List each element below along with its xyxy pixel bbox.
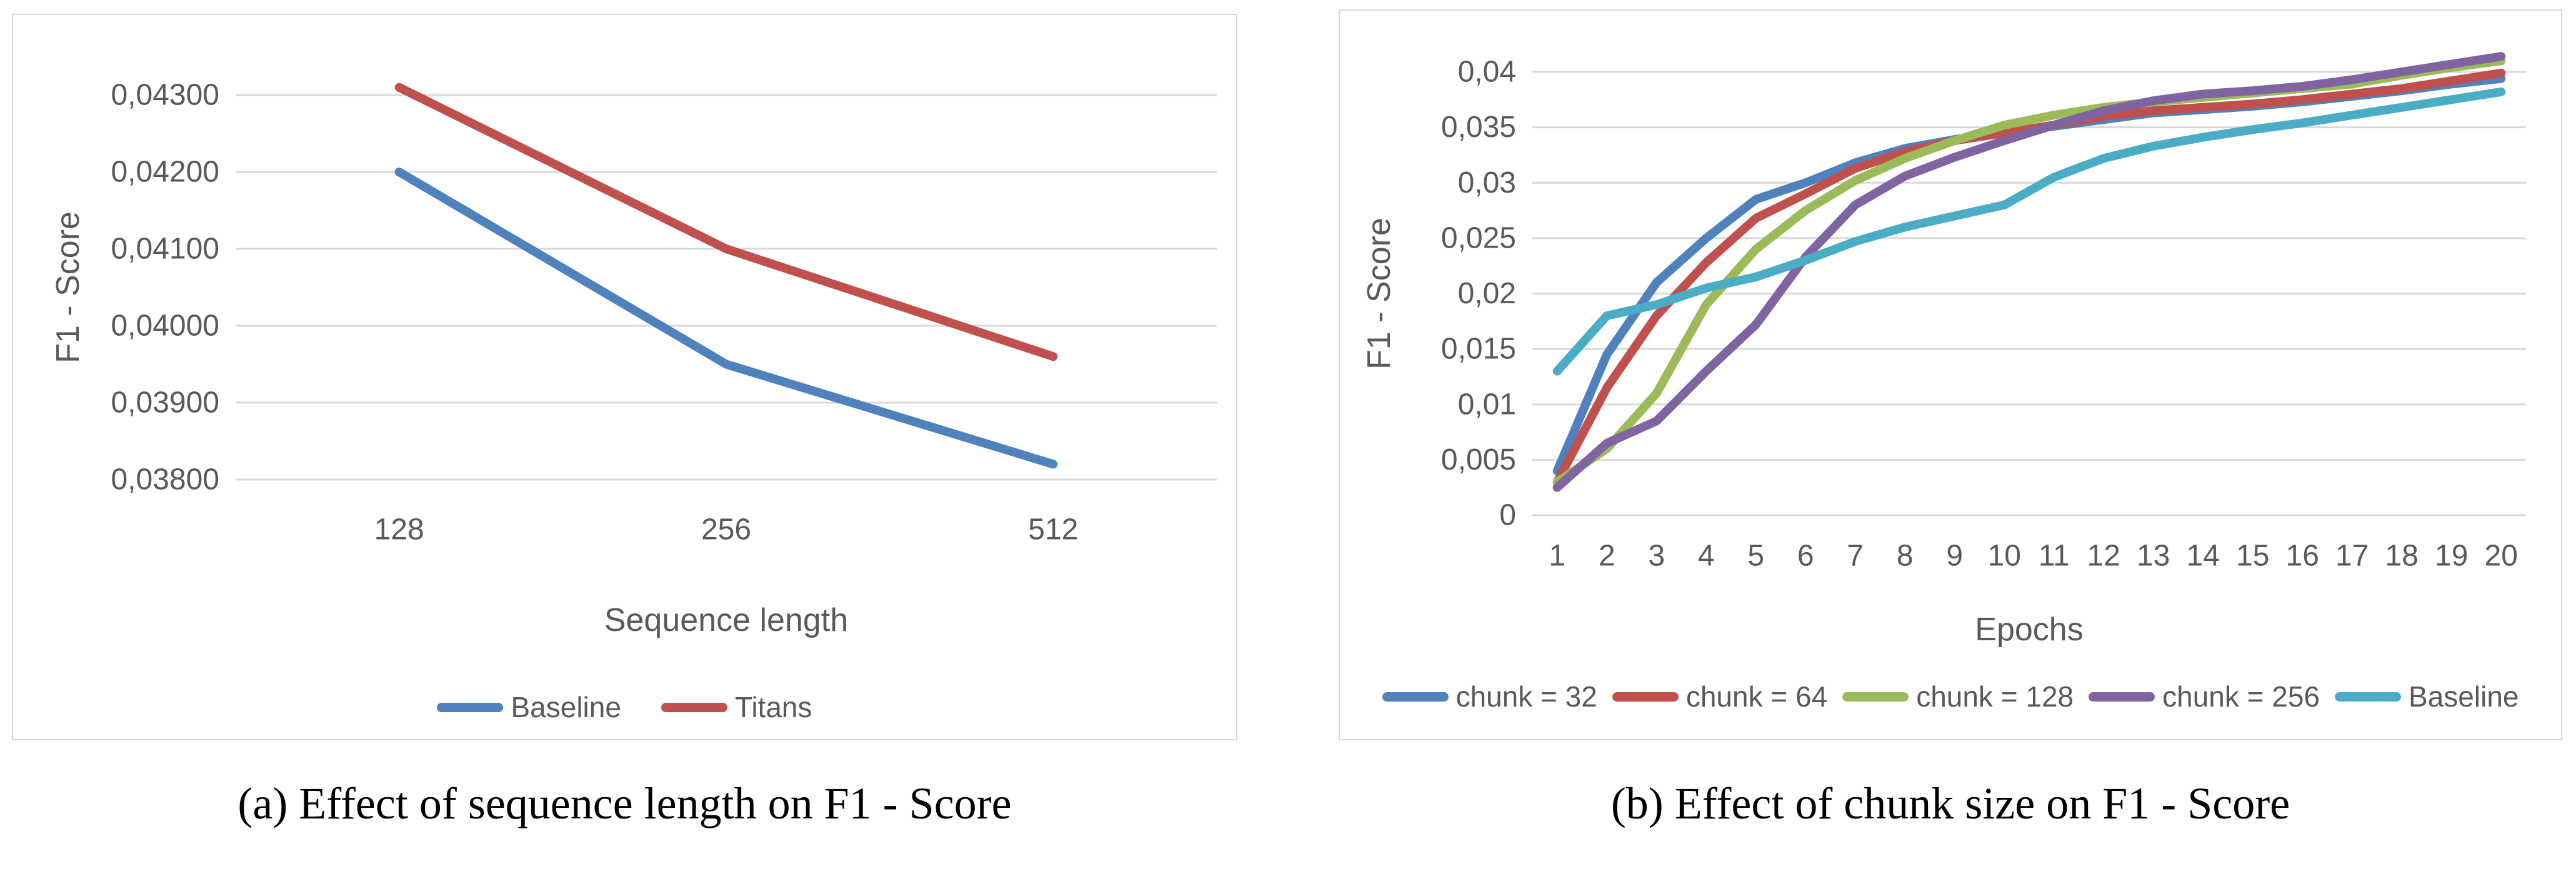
y-tick-label: 0,04100: [111, 233, 219, 266]
chart-panel-chunk-size: 0,04 0,035 0,03 0,025 0,02 0,015 0,01 0,005 0 1 2 3…: [1339, 9, 2562, 740]
legend-swatch-icon: [2089, 692, 2155, 702]
legend-swatch-icon: [1842, 692, 1909, 702]
figure-a: 0,04300 0,04200 0,04100 0,04000 0,03900 0,038…: [12, 14, 1237, 830]
x-axis-title: Sequence length: [604, 602, 848, 638]
x-tick-label: 9: [1946, 540, 1963, 573]
legend-item: chunk = 64: [1612, 680, 1827, 713]
y-axis-title: F1 - Score: [1361, 218, 1397, 370]
legend-label: chunk = 128: [1916, 680, 2074, 713]
legend-item: Baseline: [437, 690, 621, 724]
y-tick-label: 0,03800: [111, 463, 219, 496]
x-tick-label: 8: [1897, 540, 1914, 573]
legend-label: chunk = 256: [2162, 680, 2320, 713]
legend-chunk-size: chunk = 32 chunk = 64 chunk = 128 chunk = 2…: [1340, 680, 2561, 713]
legend-swatch-icon: [1612, 692, 1679, 702]
y-tick-label: 0,03900: [111, 386, 219, 420]
x-tick-label: 16: [2286, 540, 2319, 573]
y-tick-label: 0,04300: [111, 79, 219, 112]
legend-label: chunk = 64: [1685, 680, 1828, 713]
legend-item: chunk = 32: [1382, 680, 1597, 713]
legend-swatch-icon: [661, 702, 727, 712]
series-line-chunk256: [1552, 52, 2506, 492]
x-tick-label: 17: [2335, 540, 2369, 573]
figure-caption-a: (a) Effect of sequence length on F1 - Sc…: [237, 778, 1012, 828]
x-axis-title: Epochs: [1975, 612, 2083, 648]
x-tick-label: 13: [2137, 540, 2170, 573]
x-tick-label: 19: [2435, 540, 2468, 573]
x-tick-label: 12: [2087, 540, 2120, 573]
y-tick-label: 0,04200: [111, 156, 219, 189]
legend-label: chunk = 32: [1455, 680, 1597, 713]
series-line-Baseline: [394, 168, 1058, 469]
line-chart-sequence-length: 0,04300 0,04200 0,04100 0,04000 0,03900 0,038…: [50, 79, 1217, 638]
x-tick-label: 512: [1028, 513, 1078, 546]
x-tick-label: 14: [2187, 540, 2220, 573]
x-tick-label: 1: [1549, 540, 1565, 573]
x-tick-label: 4: [1698, 540, 1715, 573]
legend-swatch-icon: [1382, 692, 1449, 702]
x-tick-label: 3: [1648, 540, 1665, 573]
y-tick-label: 0,02: [1458, 277, 1516, 310]
x-tick-label: 5: [1747, 540, 1764, 573]
chart-panel-sequence-length: 0,04300 0,04200 0,04100 0,04000 0,03900 0,038…: [12, 14, 1237, 740]
x-tick-label: 20: [2485, 540, 2518, 573]
y-tick-label: 0,04: [1458, 56, 1516, 89]
legend-swatch-icon: [2335, 692, 2402, 702]
y-axis-title: F1 - Score: [50, 211, 86, 363]
legend-item: chunk = 256: [2089, 680, 2320, 713]
x-tick-label: 7: [1847, 540, 1864, 573]
figure-caption-b: (b) Effect of chunk size on F1 - Score: [1610, 778, 2290, 828]
x-tick-label: 256: [701, 513, 751, 546]
figure-b: 0,04 0,035 0,03 0,025 0,02 0,015 0,01 0,005 0 1 2 3…: [1339, 9, 2562, 830]
legend-label: Baseline: [511, 691, 621, 723]
legend-swatch-icon: [437, 702, 504, 712]
y-tick-label: 0,015: [1441, 333, 1516, 366]
legend-sequence-length: Baseline Titans: [13, 690, 1236, 724]
series-line-Baseline: [1552, 87, 2506, 376]
x-tick-label: 11: [2039, 540, 2070, 573]
y-tick-label: 0,03: [1458, 166, 1516, 199]
legend-label: Baseline: [2409, 680, 2519, 713]
legend-item: Baseline: [2335, 680, 2519, 713]
x-tick-label: 10: [1988, 540, 2021, 573]
x-tick-label: 128: [374, 513, 424, 546]
y-tick-label: 0: [1499, 499, 1516, 532]
y-tick-label: 0,025: [1441, 221, 1516, 254]
legend-label: Titans: [734, 691, 812, 723]
legend-item: chunk = 128: [1842, 680, 2074, 713]
x-tick-label: 6: [1797, 540, 1814, 573]
y-tick-label: 0,005: [1441, 443, 1516, 476]
series-line-Titans: [394, 83, 1058, 361]
x-tick-label: 2: [1599, 540, 1615, 573]
legend-item: Titans: [661, 690, 812, 724]
y-tick-label: 0,04000: [111, 310, 219, 343]
y-tick-label: 0,035: [1441, 111, 1516, 144]
x-tick-label: 18: [2385, 540, 2419, 573]
y-tick-label: 0,01: [1458, 388, 1516, 421]
x-tick-label: 15: [2236, 540, 2269, 573]
